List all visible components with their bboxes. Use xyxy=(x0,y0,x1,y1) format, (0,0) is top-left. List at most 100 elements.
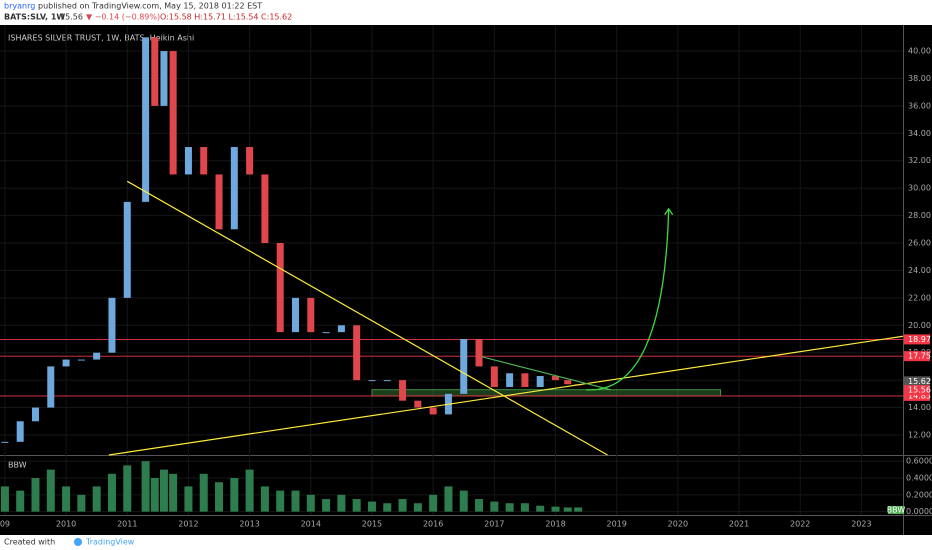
x-tick-label: 2011 xyxy=(117,520,137,529)
indicator-bar xyxy=(184,486,193,512)
indicator-bar xyxy=(520,503,529,512)
published: published on TradingView.com, May 15, 20… xyxy=(38,2,262,11)
x-tick-label: 2019 xyxy=(607,520,627,529)
candle-body xyxy=(307,297,315,333)
y-tick-label: 12.00 xyxy=(908,430,931,439)
candle-body xyxy=(552,376,560,381)
brand-logo xyxy=(74,538,82,546)
indicator-bar xyxy=(159,469,168,512)
indicator-badge: BBW xyxy=(887,506,906,515)
price-label: 15.56 xyxy=(908,386,931,395)
indicator-bar xyxy=(77,494,86,512)
candle-body xyxy=(399,380,407,401)
candle-body xyxy=(160,51,168,106)
candle-body xyxy=(429,407,437,415)
x-tick-label: 2010 xyxy=(56,520,76,529)
candle-body xyxy=(108,297,116,353)
y-tick-label: 36.00 xyxy=(908,101,931,110)
candle-body xyxy=(1,441,9,443)
indicator-bar xyxy=(260,486,269,512)
candle-body xyxy=(414,400,422,408)
indicator-bar xyxy=(199,473,208,512)
x-tick-label: 2013 xyxy=(239,520,259,529)
trendline xyxy=(108,335,904,456)
x-tick-label: 2022 xyxy=(790,520,810,529)
candle-body xyxy=(184,147,192,175)
y-tick-label: 14.00 xyxy=(908,403,931,412)
indicator-bar xyxy=(413,503,422,512)
footer-created: Created with xyxy=(4,538,55,547)
price-label: 15.62 xyxy=(908,377,931,386)
candle-body xyxy=(16,421,24,442)
level-label-bg xyxy=(904,351,930,362)
indicator-bar xyxy=(367,501,376,512)
indicator-bar xyxy=(141,461,150,512)
indicator-bar xyxy=(322,499,331,512)
candle-body xyxy=(246,147,254,175)
candle-body xyxy=(322,332,330,334)
candle-body xyxy=(460,338,468,394)
indicator-bar xyxy=(490,501,499,512)
level-label: 18.97 xyxy=(908,335,931,344)
y-tick-label: 40.00 xyxy=(908,47,931,56)
candle-body xyxy=(261,174,269,244)
indicator-bar xyxy=(291,490,300,512)
candle-body xyxy=(62,359,70,367)
indicator-bar xyxy=(429,494,438,512)
indicator-bar xyxy=(352,499,361,512)
indicator-bar xyxy=(306,494,315,512)
footer-brand[interactable]: TradingView xyxy=(85,538,135,547)
candle-body xyxy=(169,51,177,175)
candle-body xyxy=(506,373,514,387)
candle-body xyxy=(123,201,131,298)
support-zone xyxy=(371,389,722,397)
indicator-tick-label: 0.2000 xyxy=(906,490,932,499)
indicator-bar xyxy=(62,486,71,512)
candle-body xyxy=(536,376,544,387)
candle-body xyxy=(31,407,39,422)
x-tick-label: 2015 xyxy=(362,520,382,529)
candle-body xyxy=(142,37,150,202)
indicator-bar xyxy=(383,503,392,512)
y-tick-label: 26.00 xyxy=(908,239,931,248)
price-label-bg xyxy=(904,376,930,387)
indicator-bar xyxy=(46,469,55,512)
indicator-bar xyxy=(563,507,572,512)
candle-body xyxy=(215,174,223,230)
y-tick-label: 32.00 xyxy=(908,156,931,165)
y-tick-label: 30.00 xyxy=(908,184,931,193)
change: ▼ −0.14 (−0.89%) xyxy=(86,13,160,22)
indicator-bar xyxy=(276,490,285,512)
indicator-bar xyxy=(0,486,9,512)
y-tick-label: 20.00 xyxy=(908,321,931,330)
x-tick-label: 2023 xyxy=(851,520,871,529)
candle-body xyxy=(353,325,361,381)
indicator-bar xyxy=(16,490,25,512)
y-tick-label: 22.00 xyxy=(908,293,931,302)
author[interactable]: bryanrg xyxy=(4,2,35,11)
indicator-bar xyxy=(337,494,346,512)
indicator-bar xyxy=(215,482,224,512)
candle-body xyxy=(93,352,101,360)
x-tick-label: 2016 xyxy=(423,520,443,529)
chart-bg xyxy=(0,25,932,535)
y-tick-label: 34.00 xyxy=(908,129,931,138)
indicator-bar xyxy=(574,507,583,512)
candle-body xyxy=(383,380,391,382)
indicator-bar xyxy=(444,486,453,512)
indicator-bar xyxy=(230,478,239,512)
indicator-bar xyxy=(245,469,254,512)
candle-body xyxy=(337,325,345,333)
indicator-bar xyxy=(150,478,159,512)
candle-body xyxy=(151,37,159,106)
x-tick-label: 09 xyxy=(0,520,10,529)
candle-body xyxy=(490,366,498,387)
forecast-arrow xyxy=(586,208,670,391)
x-tick-label: 2021 xyxy=(729,520,749,529)
indicator-bar xyxy=(459,490,468,512)
candle-body xyxy=(230,147,238,230)
x-tick-label: 2014 xyxy=(301,520,321,529)
level-label: 17.75 xyxy=(908,352,931,361)
